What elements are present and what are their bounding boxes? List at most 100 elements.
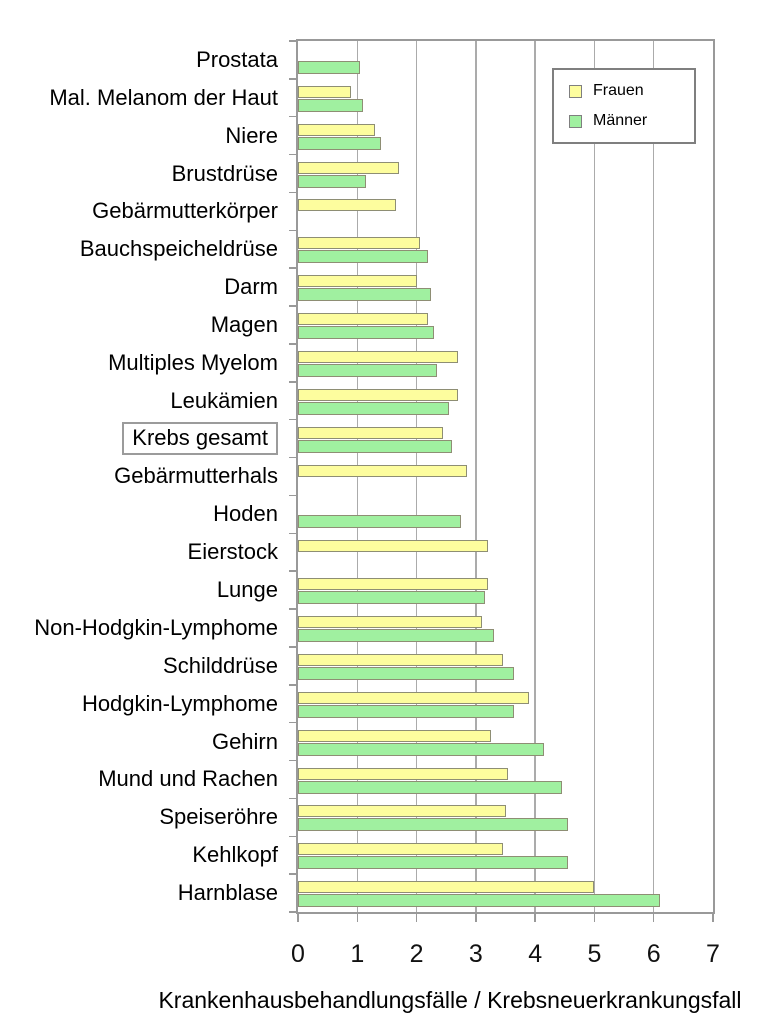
y-axis-tick [289, 40, 297, 42]
bar-männer [298, 515, 462, 529]
bar-frauen [298, 578, 488, 591]
category-label: Gebärmutterhals [114, 463, 278, 489]
category-label: Eierstock [187, 539, 278, 565]
category-label: Multiples Myelom [108, 349, 278, 375]
category-label: Magen [210, 312, 278, 337]
x-tick-label: 1 [350, 940, 365, 968]
gridline [593, 41, 596, 912]
category-label: Non-Hodgkin-Lymphome [34, 614, 278, 640]
gridline [652, 41, 655, 912]
bar-frauen [298, 881, 595, 894]
gridline [534, 41, 536, 912]
bar-frauen [298, 388, 459, 401]
y-axis-tick [289, 873, 297, 875]
bar-männer [298, 136, 381, 150]
bar-männer [298, 742, 545, 756]
frauen-color-swatch [569, 84, 582, 98]
category-label: Hoden [213, 501, 278, 527]
bar-frauen [298, 275, 417, 288]
bar-männer [298, 363, 438, 377]
bar-männer [298, 439, 453, 453]
y-axis-tick [289, 267, 297, 269]
category-label: Lunge [216, 577, 278, 603]
y-axis-tick [289, 305, 297, 307]
bar-männer [298, 856, 568, 870]
bar-männer [298, 250, 429, 264]
x-tick-label: 3 [468, 940, 483, 968]
y-axis-tick [289, 229, 297, 232]
bar-frauen [298, 729, 491, 742]
category-label: Kehlkopf [192, 842, 278, 868]
category-label: Mal. Melanom der Haut [49, 84, 278, 110]
x-axis-tick [297, 913, 299, 922]
x-axis-tick [652, 913, 655, 922]
y-axis-tick [289, 835, 297, 837]
y-axis-tick [289, 797, 297, 800]
category-label: Gehirn [211, 728, 278, 754]
x-axis-tick [475, 913, 477, 922]
bar-frauen [298, 199, 396, 212]
category-label: Niere [225, 122, 278, 148]
bar-frauen [298, 85, 352, 98]
y-axis-tick [289, 759, 297, 762]
bar-frauen [298, 350, 459, 363]
x-axis-tick [356, 913, 359, 922]
bar-männer [298, 629, 494, 643]
category-label: Mund und Rachen [98, 766, 278, 792]
category-label: Hodgkin-Lymphome [81, 690, 278, 716]
x-tick-label: 5 [587, 940, 602, 968]
maenner-color-swatch [569, 114, 582, 128]
y-axis-tick [289, 153, 297, 156]
bar-frauen [298, 616, 482, 629]
category-label: Darm [224, 274, 278, 300]
bar-männer [298, 818, 568, 832]
x-axis-tick [534, 913, 536, 922]
bar-frauen [298, 426, 444, 439]
y-axis-tick [289, 78, 297, 80]
y-axis-tick [289, 494, 297, 497]
y-axis-tick [289, 343, 297, 345]
bar-frauen [298, 691, 530, 704]
category-label: Brustdrüse [171, 160, 278, 186]
bar-frauen [298, 805, 506, 818]
legend-item-maenner: Männer [569, 112, 694, 130]
bar-frauen [298, 313, 429, 326]
y-axis-tick [289, 532, 297, 535]
x-axis-tick [712, 913, 714, 922]
category-label: Harnblase [177, 880, 278, 906]
category-label: Schilddrüse [163, 652, 278, 678]
y-axis-tick [289, 608, 297, 610]
y-axis-tick [289, 570, 297, 572]
x-tick-label: 2 [409, 940, 424, 968]
bar-frauen [298, 653, 503, 666]
legend-label-frauen: Frauen [593, 82, 644, 99]
y-axis-tick [289, 191, 297, 194]
x-tick-label: 4 [528, 940, 543, 968]
bar-frauen [298, 843, 503, 856]
category-label: Gebärmutterkörper [92, 198, 278, 224]
y-axis-tick [289, 684, 297, 686]
bar-männer [298, 666, 515, 680]
bar-frauen [298, 540, 488, 553]
bar-männer [298, 704, 515, 718]
bar-frauen [298, 161, 399, 174]
category-label: Leukämien [170, 387, 278, 413]
category-label: Bauchspeicheldrüse [79, 236, 278, 262]
y-axis-tick [289, 721, 297, 724]
x-axis-title: Krankenhausbehandlungsfälle / Krebsneuer… [158, 987, 742, 1013]
plot-area [296, 39, 715, 914]
y-axis-tick [289, 646, 297, 648]
bar-männer [298, 288, 432, 302]
bar-männer [298, 591, 485, 605]
bar-männer [298, 894, 660, 908]
bar-männer [298, 174, 367, 188]
x-axis-tick [593, 913, 596, 922]
gridline [475, 41, 477, 912]
bar-frauen [298, 464, 467, 477]
x-tick-label: 7 [706, 940, 720, 968]
bar-frauen [298, 123, 376, 136]
bar-frauen [298, 237, 420, 250]
category-label: Krebs gesamt [0, 420, 278, 458]
bar-männer [298, 780, 562, 794]
